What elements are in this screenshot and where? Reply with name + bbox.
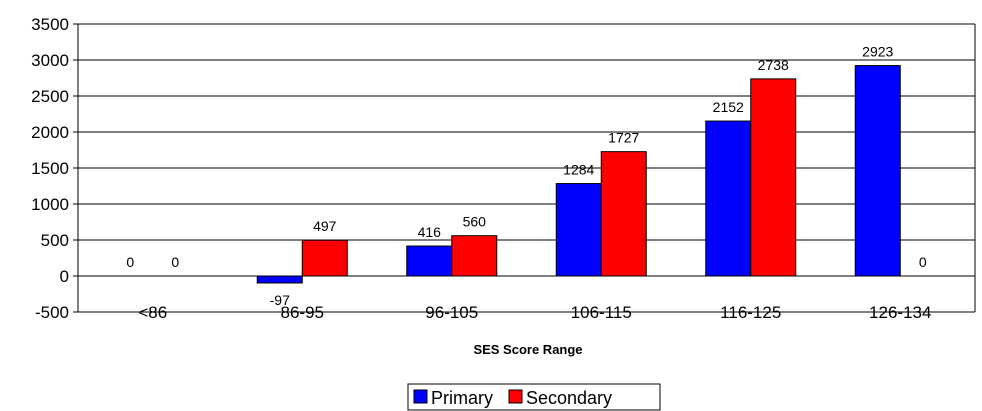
- x-tick-label: 116-125: [720, 303, 781, 322]
- x-tick-label: 126-134: [869, 303, 931, 322]
- data-label: 0: [171, 254, 179, 270]
- x-axis-title: SES Score Range: [473, 342, 582, 357]
- data-label: 1284: [563, 162, 594, 178]
- y-tick-label: 3500: [31, 15, 69, 34]
- bar-secondary: [451, 235, 498, 277]
- bars: [256, 65, 901, 284]
- y-tick-label: 500: [41, 231, 69, 250]
- y-axis-ticks: -500 0 500 1000 1500 2000 2500 3000 3500: [31, 15, 78, 322]
- data-label: -97: [270, 292, 290, 308]
- bar-secondary: [301, 239, 348, 277]
- x-tick-label: 86-95: [281, 303, 324, 322]
- x-tick-label: 106-115: [571, 303, 632, 322]
- legend-swatch-primary: [413, 389, 428, 404]
- legend-swatch-secondary: [508, 389, 523, 404]
- data-label: 2152: [713, 99, 744, 115]
- data-label: 416: [418, 224, 442, 240]
- x-tick-label: 96-105: [425, 303, 478, 322]
- y-tick-label: 0: [60, 267, 69, 286]
- y-tick-label: 2000: [31, 123, 69, 142]
- y-tick-label: 3000: [31, 51, 69, 70]
- legend: Primary Secondary: [407, 383, 661, 411]
- bar-primary: [406, 245, 453, 277]
- bar-primary: [555, 183, 602, 277]
- x-tick-label: <86: [138, 303, 167, 322]
- bar-secondary: [750, 78, 797, 277]
- legend-label-secondary: Secondary: [526, 388, 612, 408]
- data-label: 2923: [862, 44, 893, 60]
- data-label: 1727: [608, 130, 639, 146]
- y-tick-label: 1500: [31, 159, 69, 178]
- data-label: 497: [313, 218, 337, 234]
- data-label: 560: [463, 214, 487, 230]
- legend-box: [407, 383, 661, 411]
- bar-primary: [256, 275, 303, 284]
- bar-secondary: [600, 151, 647, 277]
- y-tick-label: -500: [35, 303, 69, 322]
- bar-primary: [705, 120, 752, 277]
- data-label: 0: [126, 254, 134, 270]
- y-tick-label: 1000: [31, 195, 69, 214]
- bar-primary: [854, 65, 901, 277]
- legend-label-primary: Primary: [431, 388, 493, 408]
- y-tick-label: 2500: [31, 87, 69, 106]
- x-axis-ticks: <86 86-95 96-105 106-115 116-125 126-134: [138, 303, 931, 322]
- gridlines: [78, 23, 975, 277]
- data-label: 2738: [758, 57, 789, 73]
- data-labels: 0 0 -97 497 416 560 1284 1727 2152 2738 2923 0: [126, 44, 927, 308]
- data-label: 0: [919, 254, 927, 270]
